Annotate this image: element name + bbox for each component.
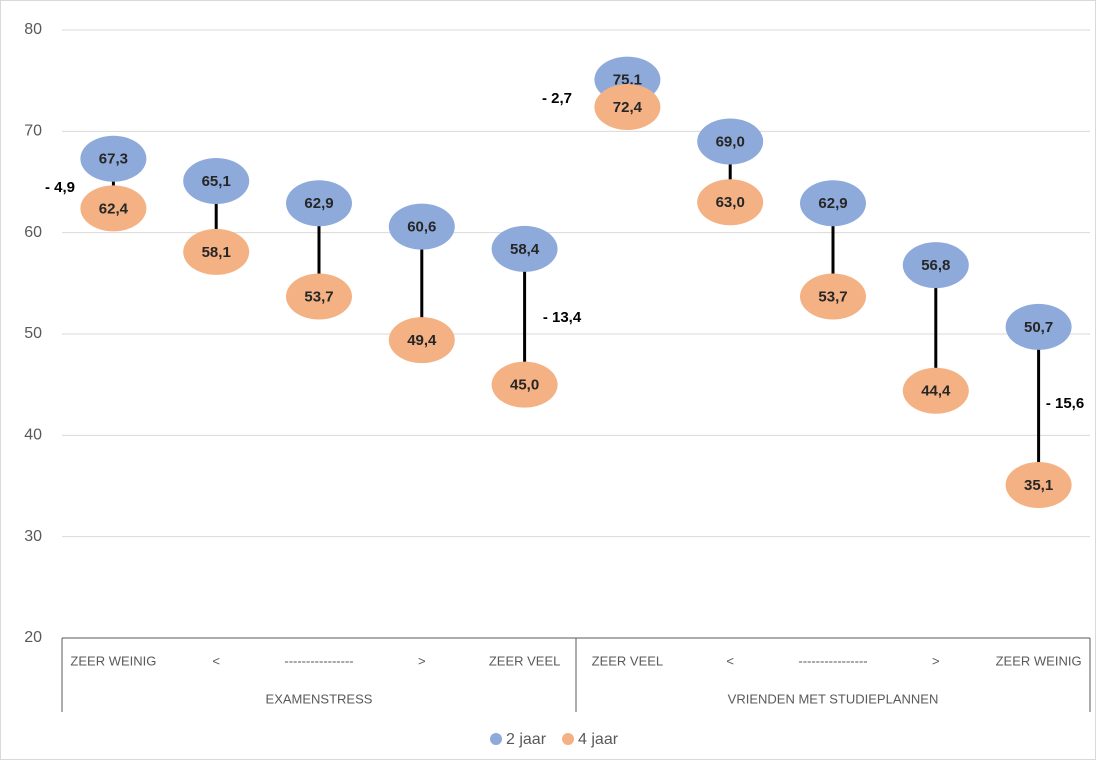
x-tick-label: < (212, 653, 220, 668)
marker (697, 118, 764, 165)
marker (800, 273, 866, 320)
value-label: 62,9 (818, 195, 847, 212)
marker (183, 228, 250, 275)
marker (1005, 303, 1072, 350)
group-label: EXAMENSTRESS (266, 691, 373, 706)
marker (491, 225, 558, 272)
x-tick-label: ZEER WEINIG (996, 653, 1082, 668)
value-label: 44,4 (921, 383, 951, 400)
value-label: 35,1 (1024, 477, 1053, 494)
value-label: 56,8 (921, 257, 950, 274)
legend-label: 2 jaar (506, 731, 547, 748)
value-label: 45,0 (510, 377, 539, 394)
y-tick-label: 50 (24, 325, 42, 342)
x-tick-label: > (932, 653, 940, 668)
annotation: - 2,7 (542, 90, 572, 107)
value-label: 75,1 (613, 72, 642, 89)
value-label: 62,9 (304, 195, 333, 212)
marker (80, 185, 147, 232)
marker (388, 203, 455, 250)
y-tick-label: 30 (24, 528, 42, 545)
y-tick-label: 20 (24, 629, 42, 646)
marker (388, 317, 455, 364)
value-label: 60,6 (407, 219, 436, 236)
y-tick-label: 40 (24, 427, 42, 444)
marker (286, 180, 352, 227)
marker (800, 180, 866, 227)
value-label: 53,7 (818, 288, 847, 305)
marker (697, 179, 764, 226)
marker (594, 84, 661, 131)
marker (1005, 461, 1072, 508)
value-label: 50,7 (1024, 319, 1053, 336)
x-tick-label: > (418, 653, 426, 668)
legend-swatch (562, 733, 575, 745)
value-label: 62,4 (99, 200, 129, 217)
marker (183, 157, 250, 204)
marker (902, 367, 969, 414)
marker (902, 242, 969, 289)
legend-swatch (490, 733, 502, 745)
x-tick-label: < (726, 653, 734, 668)
annotation: - 4,9 (45, 179, 75, 196)
value-label: 58,4 (510, 241, 540, 258)
annotation: - 15,6 (1046, 395, 1084, 412)
y-tick-label: 70 (24, 123, 42, 140)
group-label: VRIENDEN MET STUDIEPLANNEN (728, 691, 939, 706)
value-label: 69,0 (716, 133, 745, 150)
value-label: 65,1 (202, 173, 231, 190)
y-tick-label: 80 (24, 21, 42, 38)
value-label: 58,1 (202, 244, 231, 261)
x-tick-label: ZEER VEEL (592, 653, 664, 668)
marker (286, 273, 352, 320)
x-tick-label: ZEER VEEL (489, 653, 561, 668)
legend-label: 4 jaar (578, 731, 619, 748)
value-label: 53,7 (304, 288, 333, 305)
value-label: 72,4 (613, 99, 643, 116)
marker (491, 361, 558, 408)
x-tick-label: ---------------- (284, 653, 353, 668)
value-label: 49,4 (407, 332, 437, 349)
value-label: 63,0 (716, 194, 745, 211)
y-tick-label: 60 (24, 224, 42, 241)
x-tick-label: ---------------- (798, 653, 867, 668)
x-tick-label: ZEER WEINIG (70, 653, 156, 668)
value-label: 67,3 (99, 151, 128, 168)
marker (80, 135, 147, 182)
annotation: - 13,4 (543, 309, 582, 326)
